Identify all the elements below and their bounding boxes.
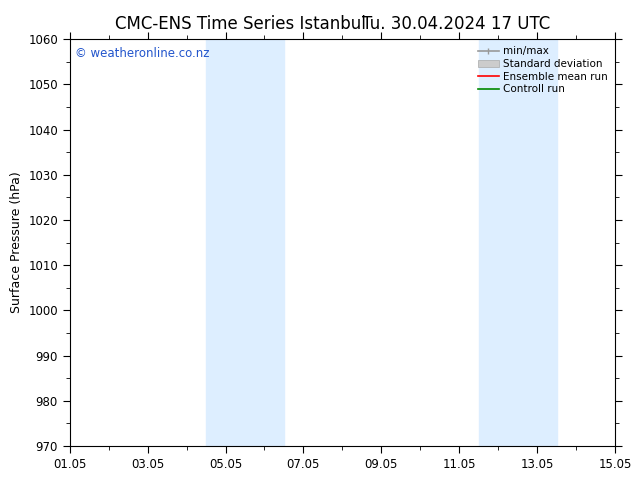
Legend: min/max, Standard deviation, Ensemble mean run, Controll run: min/max, Standard deviation, Ensemble me… — [476, 45, 610, 97]
Text: © weatheronline.co.nz: © weatheronline.co.nz — [75, 48, 210, 60]
Text: CMC-ENS Time Series Istanbul: CMC-ENS Time Series Istanbul — [115, 15, 366, 33]
Y-axis label: Surface Pressure (hPa): Surface Pressure (hPa) — [10, 172, 23, 314]
Bar — [206, 39, 284, 446]
Bar — [479, 39, 557, 446]
Text: Tu. 30.04.2024 17 UTC: Tu. 30.04.2024 17 UTC — [363, 15, 550, 33]
